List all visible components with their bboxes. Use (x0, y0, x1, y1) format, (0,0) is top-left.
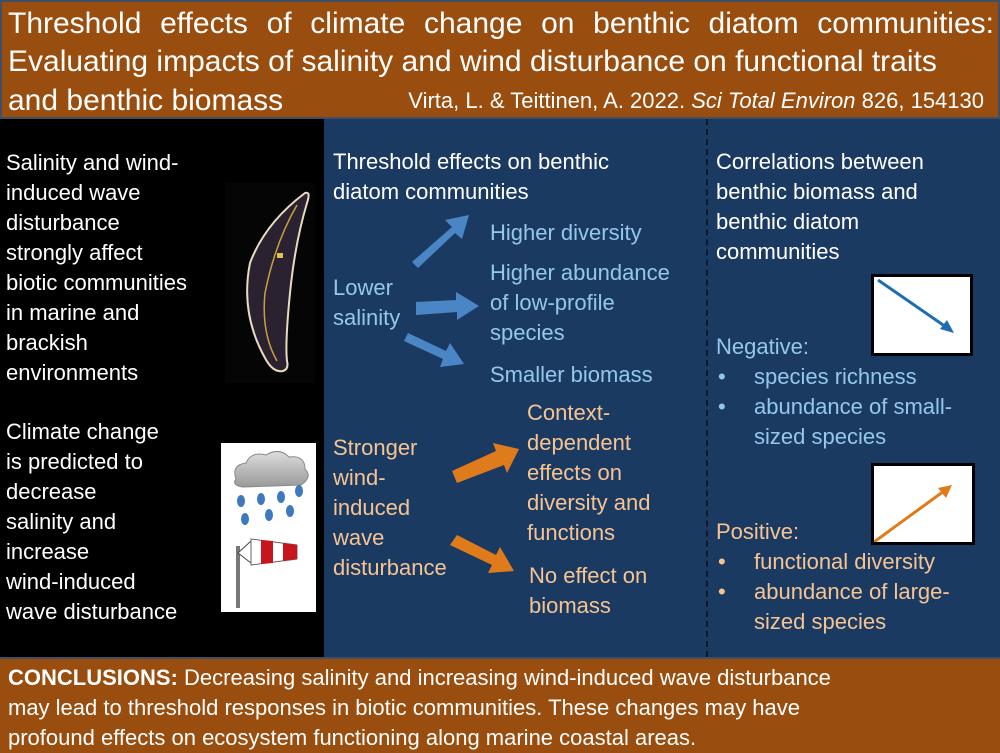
salinity-arrow-abundance (416, 292, 479, 320)
middle-panel: Threshold effects on benthic diatom commu… (324, 119, 706, 657)
diatom-micrograph (225, 183, 315, 383)
context-text: Salinity and wind-induced wave disturbanc… (6, 150, 187, 385)
wind-driver: Stronger wind-induced wave disturbance (333, 435, 447, 580)
rain-cloud-icon (234, 451, 309, 525)
header: Threshold effects of climate change on b… (0, 0, 1000, 119)
salinity-effect-abundance: Higher abundance of low-profile species (490, 260, 670, 345)
citation: Virta, L. & Teittinen, A. 2022. Sci Tota… (408, 88, 984, 114)
positive-list: • functional diversity • abundance of larg… (718, 549, 950, 634)
weather-illustration (221, 443, 316, 612)
conclusions-footer: CONCLUSIONS: Decreasing salinity and inc… (0, 657, 1000, 753)
wind-arrow-biomass (450, 535, 514, 573)
windsock-icon (236, 538, 298, 608)
title-line-1: Threshold effects of climate change on b… (8, 7, 994, 40)
wind-effect-biomass: No effect on biomass (529, 563, 648, 618)
middle-heading: Threshold effects on benthic diatom commu… (333, 149, 609, 204)
salinity-arrow-diversity (412, 215, 469, 268)
salinity-effect-biomass: Smaller biomass (490, 362, 653, 387)
conclusions-label: CONCLUSIONS: (8, 665, 178, 690)
title-line-2: Evaluating impacts of salinity and wind … (8, 45, 937, 78)
wind-arrow-context (452, 443, 519, 483)
salinity-effect-diversity: Higher diversity (490, 220, 642, 245)
citation-authors: Virta, L. & Teittinen, A. 2022. (408, 88, 686, 113)
effect-arrows (404, 215, 519, 573)
negative-label: Negative: (716, 334, 809, 359)
salinity-arrow-biomass (404, 333, 464, 367)
citation-journal: Sci Total Environ (691, 88, 856, 113)
negative-list: • species richness • abundance of small- s… (718, 364, 953, 449)
positive-correlation-graph (871, 463, 975, 545)
conclusions-text: CONCLUSIONS: Decreasing salinity and inc… (8, 665, 831, 750)
salinity-driver: Lower salinity (333, 275, 401, 330)
right-heading: Correlations between benthic biomass and b… (716, 149, 924, 264)
right-panel: Correlations between benthic biomass and b… (706, 119, 1000, 657)
wind-effect-context: Context-dependent effects on diversity and… (527, 400, 651, 545)
positive-label: Positive: (716, 519, 800, 544)
citation-ref: 826, 154130 (861, 88, 984, 113)
negative-correlation-graph (871, 274, 973, 356)
climate-text: Climate change is predicted to decrease sal… (6, 419, 178, 624)
left-panel: Salinity and wind-induced wave disturbanc… (0, 119, 324, 657)
title-line-3: and benthic biomass (8, 84, 284, 117)
